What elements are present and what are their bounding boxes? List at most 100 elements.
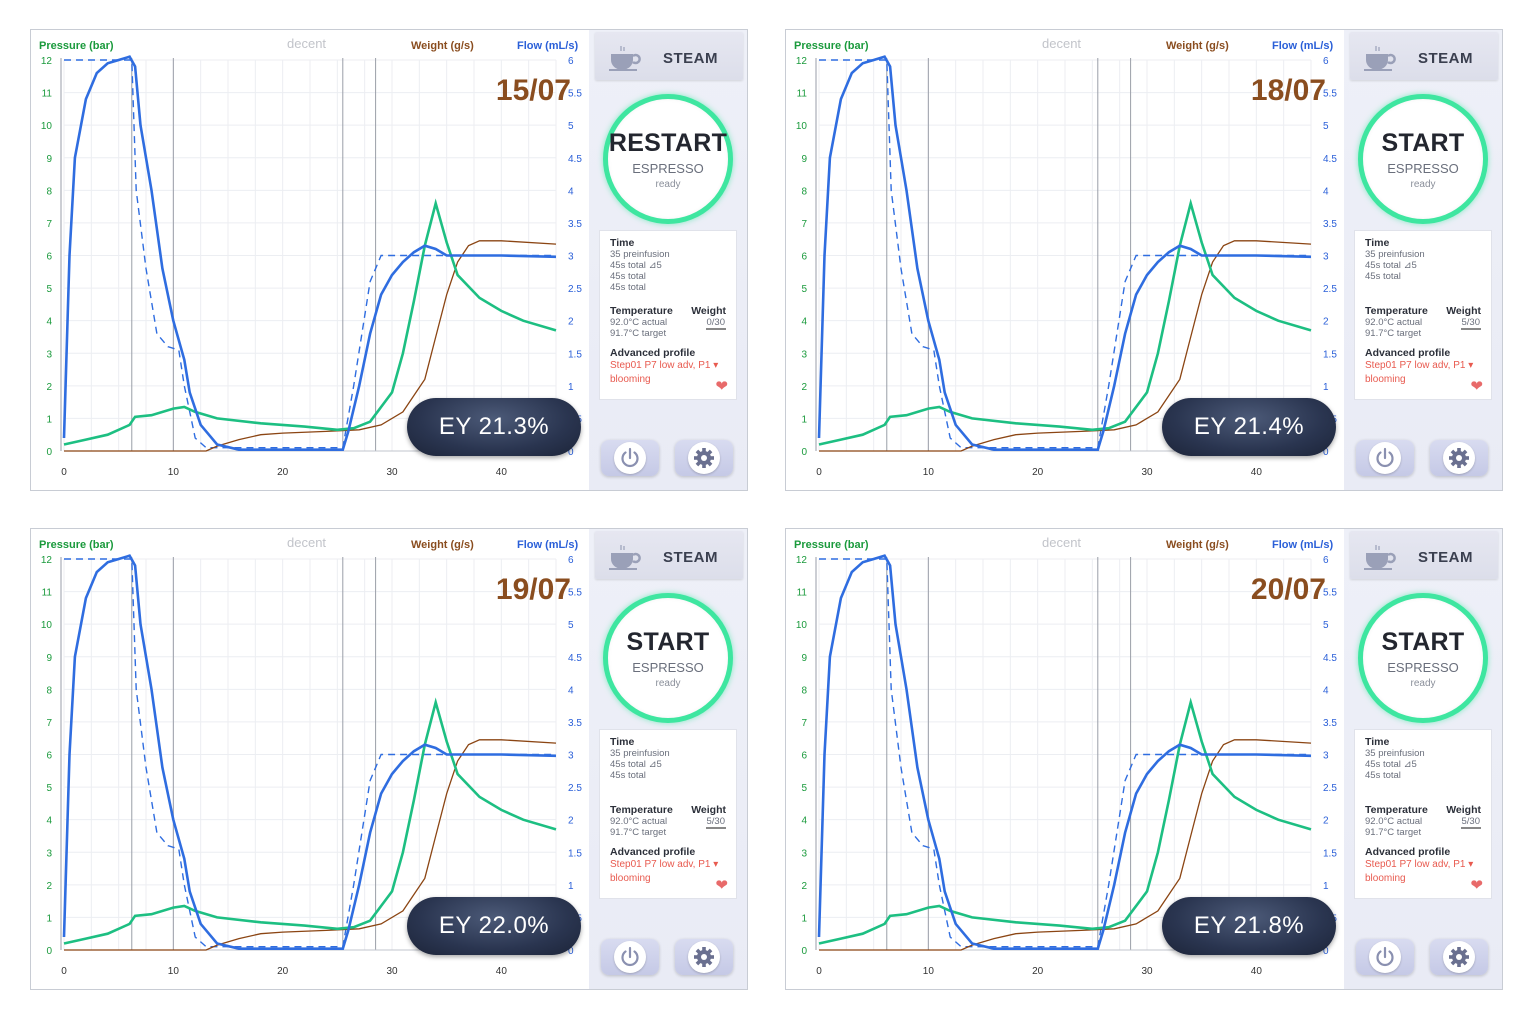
brand-logo: decent bbox=[287, 535, 327, 550]
time-tick-label: 10 bbox=[923, 966, 935, 977]
pressure-tick-label: 5 bbox=[801, 783, 807, 794]
start-label: START bbox=[626, 628, 710, 656]
shot-info-card[interactable]: Time 35 preinfusion 45s total ⊿5 45s total… bbox=[599, 729, 737, 899]
flow-tick-label: 3.5 bbox=[1323, 718, 1337, 729]
pressure-axis-label: Pressure (bar) bbox=[39, 40, 114, 52]
flow-tick-label: 6 bbox=[1323, 555, 1329, 566]
favorite-heart-icon[interactable]: ❤ bbox=[1470, 378, 1483, 395]
espresso-start-button[interactable]: START ESPRESSO ready bbox=[1358, 593, 1488, 723]
weight-heading: Weight bbox=[691, 305, 726, 317]
weight-block: Weight 5/30 bbox=[1446, 804, 1481, 829]
settings-button[interactable] bbox=[1430, 939, 1488, 975]
steam-button[interactable]: STEAM bbox=[595, 531, 743, 579]
power-button[interactable] bbox=[601, 939, 659, 975]
weight-value: 5/30 bbox=[1460, 317, 1481, 330]
weight-block: Weight 5/30 bbox=[691, 804, 726, 829]
steam-button[interactable]: STEAM bbox=[1350, 531, 1498, 579]
extraction-yield-badge: EY 21.3% bbox=[407, 398, 581, 456]
flow-tick-label: 5.5 bbox=[1323, 89, 1337, 100]
profile-name[interactable]: Step01 P7 low adv, P1 ▾ bbox=[610, 360, 719, 371]
time-tick-label: 20 bbox=[1032, 966, 1044, 977]
profile-name[interactable]: Step01 P7 low adv, P1 ▾ bbox=[1365, 360, 1474, 371]
flow-tick-label: 0 bbox=[1323, 946, 1329, 957]
time-tick-label: 0 bbox=[816, 966, 822, 977]
shot-info-card[interactable]: Time 35 preinfusion 45s total ⊿5 45s total… bbox=[599, 230, 737, 400]
flow-tick-label: 4 bbox=[1323, 685, 1329, 696]
time-lines: 35 preinfusion 45s total ⊿5 45s total bbox=[1365, 249, 1481, 282]
flow-axis-label: Flow (mL/s) bbox=[517, 539, 579, 551]
time-tick-label: 0 bbox=[816, 467, 822, 478]
temp-actual: 92.0°C actual bbox=[610, 317, 668, 328]
espresso-start-button[interactable]: RESTART ESPRESSO ready bbox=[603, 94, 733, 224]
shot-info-card[interactable]: Time 35 preinfusion 45s total ⊿5 45s total… bbox=[1354, 230, 1492, 400]
flow-tick-label: 2 bbox=[568, 816, 574, 827]
pressure-tick-label: 10 bbox=[796, 620, 808, 631]
power-button[interactable] bbox=[1356, 440, 1414, 476]
settings-button[interactable] bbox=[675, 939, 733, 975]
profile-name-cont: blooming bbox=[610, 374, 651, 385]
advanced-profile-heading: Advanced profile bbox=[1365, 846, 1451, 858]
pressure-tick-label: 7 bbox=[801, 219, 807, 230]
pressure-tick-label: 8 bbox=[801, 685, 807, 696]
pressure-tick-label: 5 bbox=[801, 284, 807, 295]
pressure-tick-label: 2 bbox=[46, 881, 52, 892]
espresso-start-button[interactable]: START ESPRESSO ready bbox=[1358, 94, 1488, 224]
profile-name-cont: blooming bbox=[610, 873, 651, 884]
steam-button[interactable]: STEAM bbox=[1350, 32, 1498, 80]
temperature-block: Temperature 92.0°C actual 91.7°C target bbox=[1365, 804, 1428, 838]
time-tick-label: 30 bbox=[386, 467, 398, 478]
pressure-tick-label: 5 bbox=[46, 783, 52, 794]
profile-name[interactable]: Step01 P7 low adv, P1 ▾ bbox=[610, 859, 719, 870]
weight-axis-label: Weight (g/s) bbox=[1166, 40, 1229, 52]
flow-axis-label: Flow (mL/s) bbox=[517, 40, 579, 52]
profile-name[interactable]: Step01 P7 low adv, P1 ▾ bbox=[1365, 859, 1474, 870]
shot-chart: 012345678910111200.511.522.533.544.555.5… bbox=[31, 529, 587, 989]
time-tick-label: 40 bbox=[1251, 467, 1263, 478]
flow-tick-label: 4 bbox=[568, 186, 574, 197]
shot-chart: 012345678910111200.511.522.533.544.555.5… bbox=[786, 529, 1342, 989]
favorite-heart-icon[interactable]: ❤ bbox=[1470, 877, 1483, 894]
steam-button[interactable]: STEAM bbox=[595, 32, 743, 80]
flow-tick-label: 5 bbox=[1323, 121, 1329, 132]
flow-tick-label: 0 bbox=[568, 946, 574, 957]
power-button[interactable] bbox=[1356, 939, 1414, 975]
weight-block: Weight 0/30 bbox=[691, 305, 726, 330]
espresso-label: ESPRESSO bbox=[1387, 660, 1459, 675]
time-line: 45s total ⊿5 bbox=[1365, 260, 1417, 271]
power-button[interactable] bbox=[601, 440, 659, 476]
flow-axis-label: Flow (mL/s) bbox=[1272, 40, 1334, 52]
pressure-tick-label: 3 bbox=[801, 349, 807, 360]
espresso-start-button[interactable]: START ESPRESSO ready bbox=[603, 593, 733, 723]
flow-tick-label: 4.5 bbox=[568, 653, 582, 664]
time-tick-label: 20 bbox=[277, 966, 289, 977]
flow-tick-label: 5 bbox=[568, 620, 574, 631]
time-line: 35 preinfusion bbox=[1365, 748, 1425, 759]
chart-canvas: 012345678910111200.511.522.533.544.555.5… bbox=[796, 55, 1337, 478]
settings-button[interactable] bbox=[1430, 440, 1488, 476]
settings-button[interactable] bbox=[675, 440, 733, 476]
favorite-heart-icon[interactable]: ❤ bbox=[715, 378, 728, 395]
time-heading: Time bbox=[1365, 736, 1390, 748]
time-line: 45s total bbox=[1365, 770, 1401, 781]
flow-tick-label: 2.5 bbox=[1323, 284, 1337, 295]
shot-info-card[interactable]: Time 35 preinfusion 45s total ⊿5 45s total… bbox=[1354, 729, 1492, 899]
power-icon bbox=[1376, 946, 1394, 967]
flow-tick-label: 6 bbox=[568, 56, 574, 67]
advanced-profile-block[interactable]: Advanced profile Step01 P7 low adv, P1 ▾… bbox=[1365, 347, 1473, 387]
coffee-cup-icon bbox=[609, 545, 641, 570]
advanced-profile-block[interactable]: Advanced profile Step01 P7 low adv, P1 ▾… bbox=[1365, 846, 1473, 886]
extraction-yield-badge: EY 22.0% bbox=[407, 897, 581, 955]
start-label: START bbox=[1381, 628, 1465, 656]
favorite-heart-icon[interactable]: ❤ bbox=[715, 877, 728, 894]
advanced-profile-heading: Advanced profile bbox=[1365, 347, 1451, 359]
weight-heading: Weight bbox=[1446, 804, 1481, 816]
gear-icon bbox=[1449, 448, 1469, 468]
temperature-heading: Temperature bbox=[610, 305, 673, 317]
advanced-profile-heading: Advanced profile bbox=[610, 846, 696, 858]
advanced-profile-block[interactable]: Advanced profile Step01 P7 low adv, P1 ▾… bbox=[610, 347, 718, 387]
pressure-tick-label: 10 bbox=[796, 121, 808, 132]
advanced-profile-block[interactable]: Advanced profile Step01 P7 low adv, P1 ▾… bbox=[610, 846, 718, 886]
flow-tick-label: 6 bbox=[568, 555, 574, 566]
shot-chart: 012345678910111200.511.522.533.544.555.5… bbox=[31, 30, 587, 490]
start-label: START bbox=[1381, 129, 1465, 157]
